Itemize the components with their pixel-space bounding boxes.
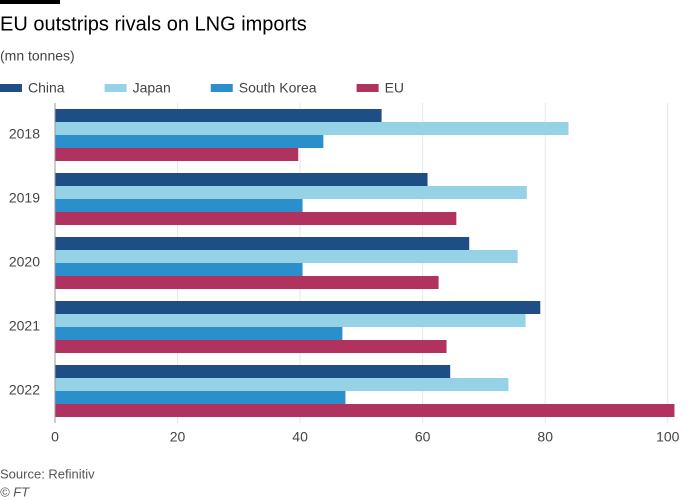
y-tick-label: 2022 [9,382,40,398]
legend-label: South Korea [239,80,317,96]
bar [55,365,451,378]
legend-swatch [104,84,127,92]
legend-swatch [210,84,233,92]
legend-label: China [28,80,65,96]
bar [55,301,541,314]
bar [55,340,447,353]
x-tick-label: 100 [656,429,680,445]
legend-label: Japan [133,80,171,96]
bar [55,250,518,263]
legend-swatch [356,84,379,92]
y-tick-label: 2020 [9,254,40,270]
bar [55,404,675,417]
chart-title: EU outstrips rivals on LNG imports [0,13,307,35]
x-tick-label: 20 [170,429,186,445]
bar [55,391,346,404]
source: Source: Refinitiv [0,466,95,481]
bar [55,314,526,327]
y-tick-label: 2019 [9,190,40,206]
bar [55,212,457,225]
x-tick-label: 60 [415,429,431,445]
bar [55,263,303,276]
brand-bar [0,0,60,4]
bar [55,199,303,212]
legend-label: EU [385,80,404,96]
bar [55,327,343,340]
legend-swatch [0,84,22,92]
bar [55,186,527,199]
bar [55,122,569,135]
y-tick-label: 2021 [9,318,40,334]
bar [55,276,439,289]
bar [55,173,428,186]
x-tick-label: 40 [292,429,308,445]
bar [55,378,509,391]
bar [55,109,382,122]
bar [55,135,324,148]
x-tick-label: 80 [537,429,553,445]
chart-subtitle: (mn tonnes) [0,48,75,64]
bar [55,237,470,250]
bar [55,148,299,161]
x-tick-label: 0 [51,429,59,445]
y-tick-label: 2018 [9,126,40,142]
credit: © FT [0,484,30,499]
